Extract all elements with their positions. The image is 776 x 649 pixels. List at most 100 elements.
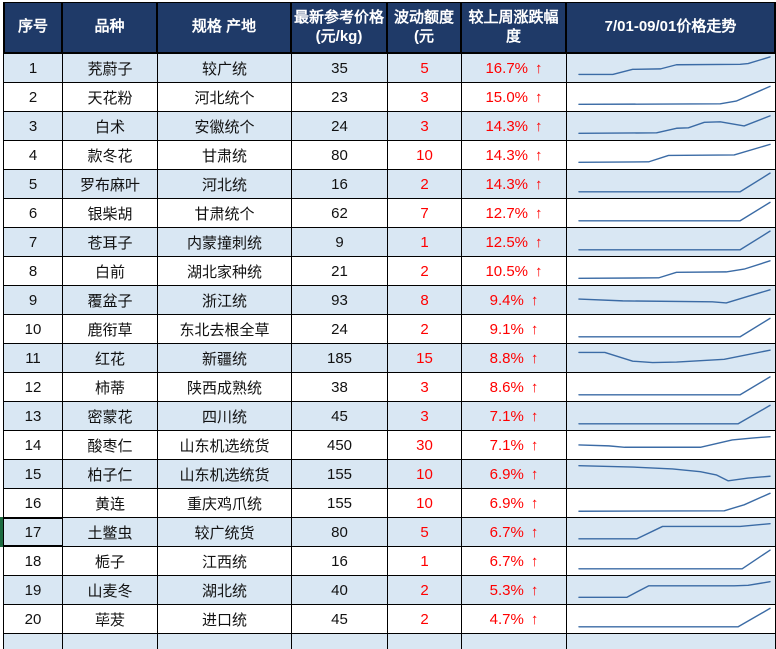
cell-no[interactable]: 11 [3,344,63,372]
cell-name[interactable]: 覆盆子 [63,286,158,314]
cell-no[interactable]: 16 [3,489,63,517]
cell-pct[interactable]: 14.3% ↑ [462,170,567,198]
cell-no[interactable]: 6 [3,199,63,227]
cell-delta[interactable]: 3 [388,373,462,401]
cell-pct[interactable]: 5.3% ↑ [462,576,567,604]
cell-price[interactable]: 23 [292,83,388,111]
cell-delta[interactable]: 1 [388,547,462,575]
cell-pct[interactable]: 10.5% ↑ [462,257,567,285]
cell-price[interactable]: 21 [292,257,388,285]
cell-delta[interactable]: 10 [388,489,462,517]
cell-name[interactable]: 土鳖虫 [63,518,158,546]
cell-delta[interactable]: 2 [388,576,462,604]
cell-trend[interactable] [567,547,776,575]
header-spec[interactable]: 规格 产地 [158,3,292,52]
cell-delta[interactable]: 15 [388,344,462,372]
cell-price[interactable]: 9 [292,228,388,256]
cell-price[interactable]: 185 [292,344,388,372]
cell-no[interactable]: 13 [3,402,63,430]
cell-price[interactable]: 45 [292,605,388,633]
cell-trend[interactable] [567,199,776,227]
cell-price[interactable]: 35 [292,54,388,82]
cell-delta[interactable]: 3 [388,112,462,140]
cell-trend[interactable] [567,460,776,488]
cell-trend[interactable] [567,141,776,169]
cell-spec[interactable]: 新疆统 [158,344,292,372]
cell-pct[interactable]: 12.5% ↑ [462,228,567,256]
cell-spec[interactable]: 江西统 [158,547,292,575]
cell-delta[interactable]: 5 [388,518,462,546]
cell-name[interactable]: 白前 [63,257,158,285]
cell-name[interactable]: 红花 [63,344,158,372]
cell-spec[interactable]: 河北统 [158,170,292,198]
cell-trend[interactable] [567,257,776,285]
cell-pct[interactable]: 6.7% ↑ [462,518,567,546]
cell-price[interactable]: 155 [292,489,388,517]
cell-pct[interactable]: 6.9% ↑ [462,460,567,488]
cell-trend[interactable] [567,170,776,198]
cell-price[interactable]: 80 [292,518,388,546]
cell-trend[interactable] [567,315,776,343]
cell-price[interactable]: 450 [292,431,388,459]
cell-delta[interactable]: 2 [388,315,462,343]
cell-name[interactable]: 栀子 [63,547,158,575]
cell-price[interactable]: 16 [292,547,388,575]
cell-spec[interactable]: 陕西成熟统 [158,373,292,401]
header-pct[interactable]: 较上周涨跌幅度 [462,3,567,52]
cell-delta[interactable]: 10 [388,141,462,169]
header-delta[interactable]: 波动额度 (元 [388,3,462,52]
cell-price[interactable]: 38 [292,373,388,401]
cell-no[interactable]: 5 [3,170,63,198]
cell-no[interactable]: 14 [3,431,63,459]
cell-name[interactable]: 茺蔚子 [63,54,158,82]
cell-spec[interactable]: 山东机选统货 [158,460,292,488]
cell-no[interactable]: 8 [3,257,63,285]
cell-spec[interactable]: 甘肃统个 [158,199,292,227]
cell-name[interactable]: 苍耳子 [63,228,158,256]
cell-no[interactable]: 10 [3,315,63,343]
cell-name[interactable]: 天花粉 [63,83,158,111]
cell-name[interactable]: 酸枣仁 [63,431,158,459]
cell-no[interactable]: 7 [3,228,63,256]
cell-spec[interactable]: 安徽统个 [158,112,292,140]
cell-spec[interactable]: 甘肃统 [158,141,292,169]
cell-trend[interactable] [567,373,776,401]
cell-pct[interactable]: 6.9% ↑ [462,489,567,517]
cell-name[interactable]: 黄连 [63,489,158,517]
cell-name[interactable]: 款冬花 [63,141,158,169]
cell-spec[interactable]: 浙江统 [158,286,292,314]
cell-pct[interactable]: 9.4% ↑ [462,286,567,314]
cell-no[interactable]: 1 [3,54,63,82]
cell-spec[interactable]: 东北去根全草 [158,315,292,343]
cell-name[interactable]: 白术 [63,112,158,140]
cell-pct[interactable]: 4.7% ↑ [462,605,567,633]
cell-trend[interactable] [567,431,776,459]
cell-spec[interactable]: 河北统个 [158,83,292,111]
cell-spec[interactable]: 湖北统 [158,576,292,604]
cell-trend[interactable] [567,54,776,82]
cell-pct[interactable]: 7.1% ↑ [462,402,567,430]
cell-trend[interactable] [567,344,776,372]
cell-pct[interactable]: 14.3% ↑ [462,112,567,140]
cell-delta[interactable]: 2 [388,170,462,198]
cell-name[interactable]: 密蒙花 [63,402,158,430]
cell-pct[interactable]: 6.7% ↑ [462,547,567,575]
cell-pct[interactable]: 12.7% ↑ [462,199,567,227]
header-price[interactable]: 最新参考价格 (元/kg) [292,3,388,52]
cell-no[interactable]: 2 [3,83,63,111]
cell-name[interactable]: 山麦冬 [63,576,158,604]
cell-no[interactable]: 9 [3,286,63,314]
cell-spec[interactable]: 较广统货 [158,518,292,546]
cell-pct[interactable]: 16.7% ↑ [462,54,567,82]
cell-delta[interactable]: 3 [388,83,462,111]
cell-name[interactable]: 柏子仁 [63,460,158,488]
cell-trend[interactable] [567,228,776,256]
cell-price[interactable]: 16 [292,170,388,198]
cell-no[interactable]: 17 [3,518,63,546]
header-trend[interactable]: 7/01-09/01价格走势 [567,3,776,52]
cell-pct[interactable]: 8.6% ↑ [462,373,567,401]
cell-delta[interactable]: 8 [388,286,462,314]
cell-name[interactable]: 荜茇 [63,605,158,633]
cell-pct[interactable]: 8.8% ↑ [462,344,567,372]
cell-price[interactable]: 24 [292,315,388,343]
